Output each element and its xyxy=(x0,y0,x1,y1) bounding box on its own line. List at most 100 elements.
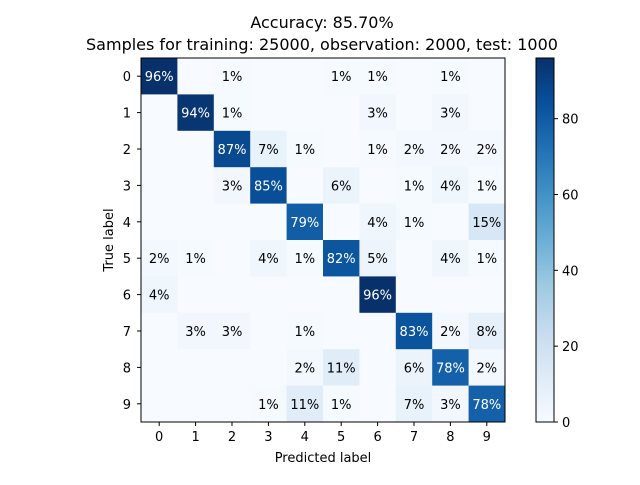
cell-value-label: 78% xyxy=(472,398,501,413)
heatmap-cell xyxy=(395,130,433,168)
cell-value-label: 3% xyxy=(440,107,461,122)
heatmap-cell xyxy=(250,130,288,168)
heatmap-cell xyxy=(213,240,251,277)
heatmap-cell xyxy=(213,276,251,314)
heatmap-cell xyxy=(250,312,288,350)
heatmap-cell xyxy=(177,276,215,314)
colorbar-tick-label: 20 xyxy=(562,340,579,355)
heatmap-cell xyxy=(213,203,251,241)
heatmap-cell xyxy=(286,167,324,205)
heatmap-cell xyxy=(286,385,324,423)
cell-value-label: 6% xyxy=(331,179,352,194)
cell-value-label: 87% xyxy=(218,143,247,158)
cell-value-label: 1% xyxy=(331,398,352,413)
x-tick-label: 8 xyxy=(446,430,454,445)
colorbar-ticks: 0 20 40 60 80 xyxy=(554,113,579,431)
heatmap-cell xyxy=(359,240,397,277)
cell-value-label: 4% xyxy=(440,179,461,194)
heatmap-cell xyxy=(432,94,470,132)
chart-title: Accuracy: 85.70% xyxy=(250,13,393,32)
heatmap-cell xyxy=(250,240,288,277)
heatmap-cell xyxy=(177,312,215,350)
cell-value-label: 15% xyxy=(472,216,501,231)
cell-value-label: 1% xyxy=(440,70,461,85)
cell-value-label: 3% xyxy=(222,325,243,340)
cell-value-label: 2% xyxy=(476,143,497,158)
heatmap-cell xyxy=(323,203,360,241)
heatmap-cell xyxy=(468,276,506,314)
cell-value-label: 1% xyxy=(222,107,243,122)
heatmap-cell xyxy=(395,167,433,205)
heatmap-cell xyxy=(468,58,506,95)
heatmap-cell xyxy=(213,94,251,132)
heatmap-cell xyxy=(359,130,397,168)
heatmap-cell xyxy=(432,130,470,168)
cell-value-label: 96% xyxy=(145,70,174,85)
heatmap-cell xyxy=(177,349,215,387)
y-tick-label: 2 xyxy=(123,143,131,158)
heatmap-cell xyxy=(395,203,433,241)
cell-value-label: 4% xyxy=(367,216,388,231)
y-tick-label: 8 xyxy=(123,361,131,376)
heatmap-cell xyxy=(432,276,470,314)
cell-value-label: 1% xyxy=(404,216,425,231)
cell-value-label: 3% xyxy=(440,398,461,413)
cell-value-label: 2% xyxy=(476,361,497,376)
heatmap-cell xyxy=(432,58,470,95)
heatmap-cell xyxy=(359,312,397,350)
y-tick-label: 5 xyxy=(123,252,131,267)
heatmap-cell xyxy=(250,94,288,132)
heatmap-cell xyxy=(141,167,178,205)
colorbar-tick-label: 80 xyxy=(562,113,579,128)
colorbar xyxy=(535,57,555,423)
cell-value-label: 1% xyxy=(476,179,497,194)
cell-value-label: 3% xyxy=(185,325,206,340)
cell-value-label: 4% xyxy=(258,252,279,267)
cell-value-label: 6% xyxy=(404,361,425,376)
heatmap-cell xyxy=(286,312,324,350)
heatmap-cell xyxy=(323,349,360,387)
colorbar-tick-label: 60 xyxy=(562,189,579,204)
heatmap-cell xyxy=(177,58,215,95)
plot-frame xyxy=(140,57,506,423)
cell-value-label: 1% xyxy=(222,70,243,85)
cell-value-label: 8% xyxy=(476,325,497,340)
x-tick-label: 6 xyxy=(373,430,381,445)
y-tick-label: 6 xyxy=(123,289,131,304)
y-axis-ticks: 0 1 2 3 4 5 6 7 8 9 xyxy=(123,70,141,413)
cell-value-label: 7% xyxy=(404,398,425,413)
heatmap-cell xyxy=(359,349,397,387)
cell-value-label: 11% xyxy=(290,398,319,413)
heatmap-cell xyxy=(141,58,178,95)
heatmap-cell xyxy=(141,130,178,168)
heatmap-cell xyxy=(250,203,288,241)
heatmap-cell xyxy=(359,94,397,132)
y-tick-label: 9 xyxy=(123,398,131,413)
heatmap-cell xyxy=(286,58,324,95)
heatmap-cell xyxy=(323,385,360,423)
heatmap-cell xyxy=(468,385,506,423)
cell-value-label: 3% xyxy=(222,179,243,194)
cell-value-label: 1% xyxy=(331,70,352,85)
y-axis-label: True label xyxy=(102,208,117,272)
x-tick-label: 3 xyxy=(264,430,272,445)
heatmap-cell xyxy=(468,312,506,350)
heatmap-cell xyxy=(432,167,470,205)
cell-value-label: 1% xyxy=(476,252,497,267)
heatmap-cell xyxy=(250,349,288,387)
heatmap-cell xyxy=(359,203,397,241)
cell-value-label: 82% xyxy=(327,252,356,267)
x-tick-label: 5 xyxy=(337,430,345,445)
cell-value-label: 11% xyxy=(327,361,356,376)
heatmap-cell xyxy=(359,385,397,423)
heatmap-cell xyxy=(359,58,397,95)
heatmap-cell xyxy=(323,130,360,168)
y-tick-label: 7 xyxy=(123,325,131,340)
heatmap-cell xyxy=(250,58,288,95)
heatmap-cell xyxy=(468,94,506,132)
heatmap-cell xyxy=(177,130,215,168)
heatmap-cell xyxy=(395,240,433,277)
cell-value-label: 79% xyxy=(290,216,319,231)
